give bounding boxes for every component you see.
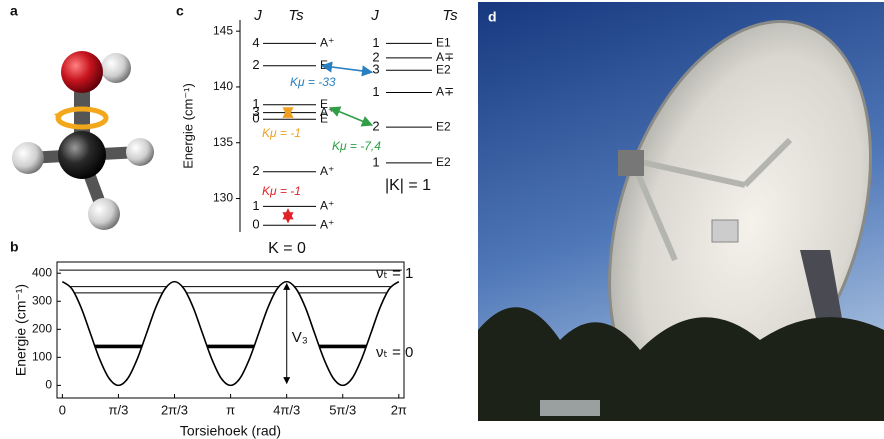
level-symmetry: E xyxy=(320,58,328,72)
x-axis-title: Torsiehoek (rad) xyxy=(180,423,281,439)
x-tick-label: 2π/3 xyxy=(161,402,188,417)
y-tick-label: 135 xyxy=(213,135,233,149)
level-symmetry: A⁺ xyxy=(320,217,334,231)
level-j: 3 xyxy=(252,104,259,119)
transition-arrow xyxy=(328,106,374,127)
annotation: V₃ xyxy=(292,329,308,346)
level-symmetry: E1 xyxy=(436,36,451,50)
y-axis-title: Energie (cm⁻¹) xyxy=(180,83,195,169)
group-name: K = 0 xyxy=(268,240,306,257)
y-tick-label: 145 xyxy=(213,23,233,37)
transition-label: Kμ = -1 xyxy=(262,184,301,198)
y-tick-label: 200 xyxy=(32,321,52,335)
transition-label: Kμ = -33 xyxy=(290,75,336,89)
molecule xyxy=(12,51,154,230)
y-tick-label: 100 xyxy=(32,350,52,364)
column-header: Ts xyxy=(442,7,458,24)
x-tick-label: 2π xyxy=(391,402,407,417)
telescope-photo xyxy=(478,2,884,421)
column-header: J xyxy=(253,7,262,24)
level-j: 2 xyxy=(252,57,259,72)
level-symmetry: A⁺ xyxy=(320,164,334,178)
level-symmetry: A⁺ xyxy=(320,199,334,213)
level-j: 2 xyxy=(252,163,259,178)
y-tick-label: 130 xyxy=(213,191,233,205)
level-j: 2 xyxy=(372,49,379,64)
x-tick-label: π/3 xyxy=(109,402,129,417)
level-symmetry: E2 xyxy=(436,155,451,169)
level-j: 2 xyxy=(372,119,379,134)
level-j: 0 xyxy=(252,217,259,232)
panel-label: d xyxy=(488,9,497,25)
transition-label: Kμ = -7,4 xyxy=(332,139,381,153)
level-symmetry: E xyxy=(320,97,328,111)
panel-label: c xyxy=(176,3,184,19)
transition-arrow xyxy=(320,61,374,77)
level-j: 1 xyxy=(372,154,379,169)
level-symmetry: A∓ xyxy=(436,50,454,64)
level-j: 1 xyxy=(252,198,259,213)
transition-label: Kμ = -1 xyxy=(262,126,301,140)
x-tick-label: 4π/3 xyxy=(273,402,300,417)
series-line xyxy=(61,280,400,387)
y-tick-label: 0 xyxy=(45,378,52,392)
panel-label: b xyxy=(10,239,19,255)
level-j: 1 xyxy=(372,35,379,50)
level-symmetry: E2 xyxy=(436,119,451,133)
level-j: 4 xyxy=(252,35,259,50)
y-tick-label: 140 xyxy=(213,79,233,93)
x-tick-label: π xyxy=(226,402,235,417)
level-symmetry: E2 xyxy=(436,62,451,76)
level-symmetry: A∓ xyxy=(436,85,454,99)
column-header: J xyxy=(370,7,379,24)
group-name: |K| = 1 xyxy=(385,177,431,194)
column-header: Ts xyxy=(288,7,304,24)
annotation: νₜ = 0 xyxy=(376,344,413,361)
y-axis-title: Energie (cm⁻¹) xyxy=(13,284,29,376)
annotation: νₜ = 1 xyxy=(376,265,413,282)
level-symmetry: A⁺ xyxy=(320,36,334,50)
level-j: 0 xyxy=(252,111,259,126)
level-symmetry: E xyxy=(320,111,328,125)
y-tick-label: 400 xyxy=(32,265,52,279)
level-j: 3 xyxy=(372,62,379,77)
level-j: 1 xyxy=(372,84,379,99)
level-j: 1 xyxy=(252,96,259,111)
x-tick-label: 0 xyxy=(59,402,66,417)
x-tick-label: 5π/3 xyxy=(329,402,356,417)
y-tick-label: 300 xyxy=(32,293,52,307)
panel-label: a xyxy=(10,3,18,19)
